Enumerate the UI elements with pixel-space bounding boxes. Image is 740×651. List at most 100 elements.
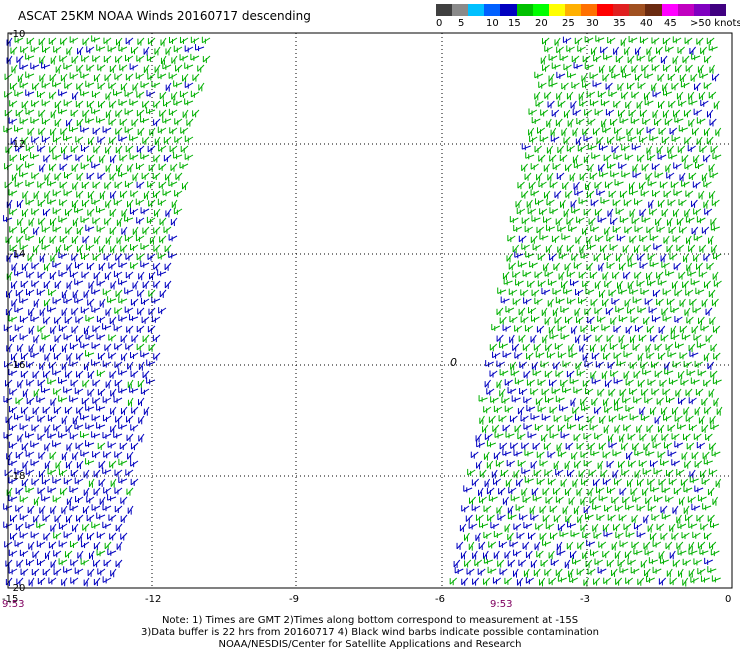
wind-barb (514, 470, 519, 478)
wind-barb (648, 524, 653, 533)
wind-barb (98, 568, 105, 575)
wind-barb (62, 506, 67, 514)
wind-barb (169, 180, 177, 187)
wind-barb (82, 200, 89, 207)
wind-barb (75, 568, 83, 575)
wind-barb (705, 128, 710, 136)
wind-barb (615, 505, 623, 512)
wind-barb (636, 47, 641, 55)
wind-barb (591, 199, 598, 206)
wind-barb (98, 83, 105, 90)
wind-barb (55, 317, 61, 324)
wind-barb (92, 306, 100, 313)
wind-barb (75, 279, 83, 286)
wind-barb (704, 82, 711, 89)
wind-barb (625, 551, 631, 559)
wind-barb (64, 134, 72, 141)
wind-barb (619, 162, 627, 169)
wind-barb (653, 110, 658, 119)
wind-barb (614, 101, 621, 108)
wind-barb (72, 200, 78, 208)
wind-barb (646, 344, 651, 353)
wind-barb (590, 424, 598, 431)
wind-barb (620, 263, 626, 271)
wind-barb (76, 496, 83, 503)
wind-barb (713, 272, 718, 281)
wind-barb (522, 143, 530, 150)
wind-barb (111, 245, 116, 253)
wind-barb (55, 173, 61, 181)
wind-barb (5, 110, 12, 117)
wind-barb (561, 333, 569, 340)
wind-barb (669, 478, 676, 485)
wind-barb (568, 119, 573, 127)
wind-barb (577, 369, 585, 376)
wind-barb (572, 452, 578, 460)
wind-barb (598, 461, 603, 470)
wind-barb (9, 550, 17, 557)
wind-barb (641, 190, 649, 197)
wind-barb (600, 416, 606, 424)
wind-barb (20, 514, 28, 521)
wind-barb (694, 208, 701, 215)
wind-barb (139, 362, 144, 371)
wind-barb (605, 380, 611, 388)
wind-barb (674, 189, 682, 196)
wind-barb (654, 243, 662, 250)
wind-barb (594, 254, 600, 262)
wind-barb (667, 218, 672, 227)
wind-barb (582, 404, 590, 411)
wind-barb (545, 317, 550, 325)
wind-barb (508, 513, 516, 520)
wind-barb (169, 109, 177, 116)
wind-barb (115, 488, 122, 495)
wind-barb (138, 38, 144, 46)
wind-barb (26, 486, 34, 493)
wind-barb (598, 567, 606, 574)
wind-barb (555, 317, 561, 324)
wind-barb (103, 576, 111, 583)
wind-barb (139, 272, 144, 280)
wind-barb (661, 254, 666, 262)
wind-barb (17, 560, 23, 568)
wind-barb (9, 315, 17, 322)
wind-barb (165, 281, 171, 289)
wind-barb (612, 542, 617, 551)
wind-barb (160, 92, 166, 100)
wind-barb (662, 407, 667, 415)
wind-barb (635, 272, 641, 279)
wind-barb (583, 281, 590, 288)
wind-barb (552, 387, 560, 394)
wind-barb (53, 190, 61, 197)
wind-barb (576, 335, 581, 344)
wind-barb (587, 263, 593, 271)
wind-barb (141, 261, 149, 268)
wind-barb (497, 380, 502, 389)
wind-barb (684, 407, 689, 415)
wind-barb (526, 577, 533, 584)
wind-barb (531, 461, 537, 469)
wind-barb (560, 155, 567, 162)
wind-barb (92, 342, 100, 349)
wind-barb (632, 217, 639, 224)
wind-barb (691, 278, 699, 285)
wind-barb (76, 101, 83, 108)
wind-barb (588, 317, 595, 324)
wind-barb (619, 288, 627, 295)
wind-barb (88, 569, 94, 577)
wind-barb (37, 522, 45, 529)
wind-barb (546, 497, 553, 504)
wind-barb (543, 515, 549, 523)
wind-barb (655, 371, 662, 378)
wind-barb (652, 163, 659, 170)
wind-barb (106, 236, 111, 245)
wind-barb (450, 578, 457, 585)
wind-barb (640, 136, 648, 143)
wind-barb (642, 164, 648, 171)
wind-barb (484, 532, 492, 539)
wind-barb (115, 506, 122, 513)
wind-barb (571, 279, 579, 286)
wind-barb (596, 235, 604, 242)
wind-barb (31, 117, 39, 124)
wind-barb (701, 576, 709, 583)
